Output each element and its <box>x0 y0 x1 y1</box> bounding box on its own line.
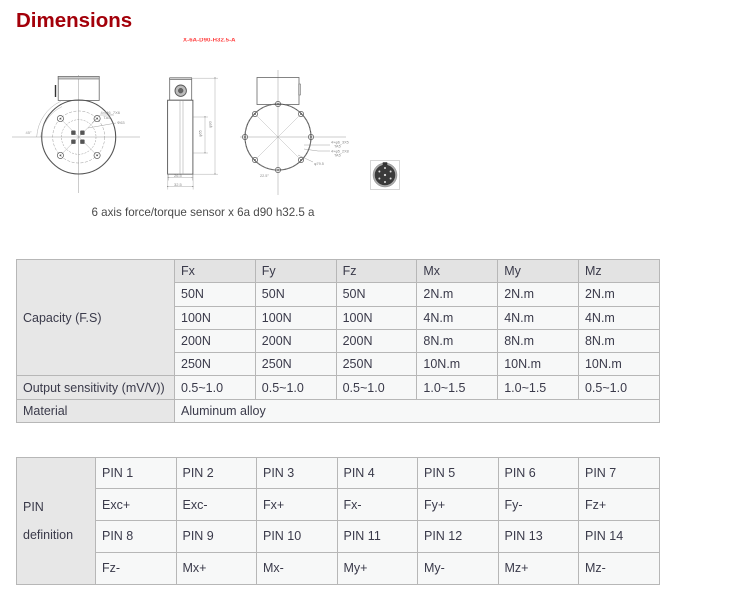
svg-text:TA5: TA5 <box>334 145 341 149</box>
svg-text:TA5: TA5 <box>334 154 341 158</box>
svg-text:45°: 45° <box>26 130 32 135</box>
svg-text:22.5°: 22.5° <box>260 174 269 178</box>
svg-text:φ79.5: φ79.5 <box>314 162 324 166</box>
svg-text:φ65: φ65 <box>199 130 203 137</box>
svg-text:32.5: 32.5 <box>174 182 183 187</box>
svg-text:Φ63: Φ63 <box>117 120 125 125</box>
svg-text:26.5: 26.5 <box>174 173 183 178</box>
svg-text:φ90: φ90 <box>209 121 213 128</box>
svg-text:TA5: TA5 <box>104 115 112 120</box>
